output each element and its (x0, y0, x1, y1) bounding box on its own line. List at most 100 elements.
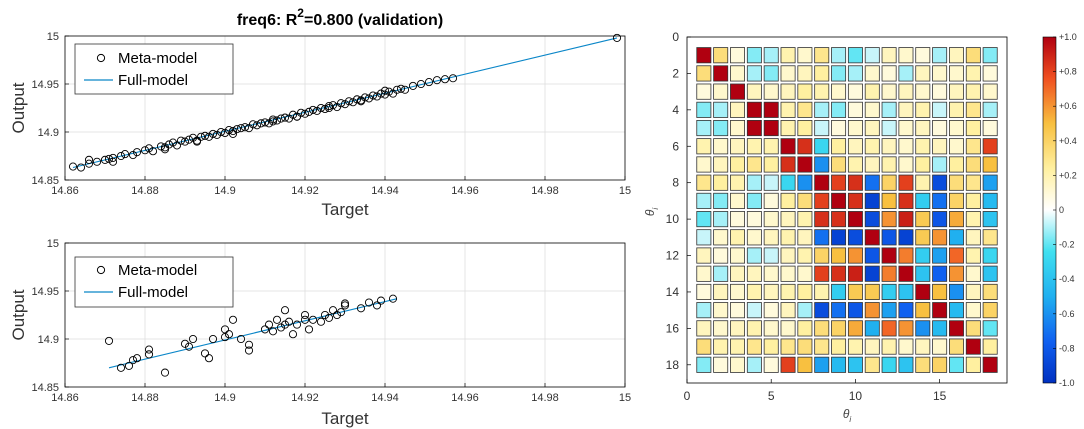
heatmap-cell (730, 192, 746, 209)
heatmap-cell (814, 156, 830, 173)
heatmap-cell (898, 83, 914, 100)
heatmap-cell (965, 120, 981, 137)
heatmap-cells (696, 47, 998, 373)
heatmap-cell (915, 320, 931, 337)
heatmap-cell (932, 138, 948, 155)
heatmap-cell (847, 101, 863, 118)
heatmap-cell (797, 174, 813, 191)
meta-model-point (240, 123, 250, 132)
meta-model-point (440, 75, 450, 84)
heatmap-cell (730, 302, 746, 319)
meta-model-point (344, 97, 354, 106)
colorbar-tick-label: +1.0 (1059, 32, 1077, 42)
meta-model-point (216, 127, 226, 137)
title-suffix: =0.800 (validation) (304, 12, 443, 29)
heatmap-cell (982, 101, 998, 118)
meta-model-point (208, 129, 218, 138)
meta-model-point (356, 97, 366, 106)
meta-model-point (140, 146, 150, 155)
heatmap-cell (814, 192, 830, 209)
meta-model-point (208, 334, 218, 344)
heatmap-cell (965, 211, 981, 228)
heatmap-cell (746, 338, 762, 355)
meta-model-point (280, 306, 290, 315)
meta-model-point (196, 132, 206, 141)
heatmap-cell (864, 156, 880, 173)
heatmap-cell (864, 65, 880, 82)
heatmap-cell (730, 338, 746, 355)
meta-model-points (68, 33, 622, 172)
heatmap-cell (965, 65, 981, 82)
heatmap-cell (949, 211, 964, 228)
heatmap-cell (696, 101, 712, 118)
meta-model-point (200, 349, 210, 358)
meta-model-point (160, 143, 170, 152)
colorbar-tick-label: -1.0 (1059, 378, 1075, 388)
heatmap-cell (746, 265, 762, 282)
colorbar-tick-label: +0.2 (1059, 170, 1077, 180)
colorbar-tick-label: -0.4 (1059, 274, 1075, 284)
meta-model-point (324, 103, 334, 113)
heatmap-cell (780, 338, 796, 355)
y-axis-label: Output (9, 82, 28, 133)
x-tick-label: 14.86 (51, 185, 79, 197)
meta-model-point (252, 121, 262, 130)
heatmap-cell (763, 338, 779, 355)
heatmap-cell (949, 83, 964, 100)
meta-model-point (160, 145, 170, 154)
heatmap-cell (780, 120, 796, 137)
meta-model-point (268, 327, 278, 336)
meta-model-point (364, 94, 374, 103)
heatmap-cell (831, 83, 847, 100)
heatmap-cell (730, 229, 746, 246)
heatmap-cell (847, 156, 863, 173)
heatmap-cell (847, 65, 863, 82)
heatmap-cell (831, 265, 847, 282)
heatmap-cell (847, 302, 863, 319)
heatmap-cell (746, 101, 762, 118)
heatmap-cell (696, 174, 712, 191)
heatmap-cell (982, 120, 998, 137)
heatmap-cell (780, 192, 796, 209)
heatmap-cell (965, 338, 981, 355)
heatmap-cell (949, 247, 964, 264)
meta-model-point (184, 135, 194, 144)
x-tick-label: 10 (849, 389, 863, 403)
heatmap-cell (763, 138, 779, 155)
heatmap-cell (881, 120, 897, 137)
heatmap-cell (746, 47, 762, 64)
heatmap-cell (982, 247, 998, 264)
heatmap-cell (898, 211, 914, 228)
heatmap-cell (746, 83, 762, 100)
heatmap-cell (814, 302, 830, 319)
heatmap-cell (881, 156, 897, 173)
heatmap-cell (932, 65, 948, 82)
heatmap-cell (797, 156, 813, 173)
heatmap-cell (881, 47, 897, 64)
heatmap-cell (763, 192, 779, 209)
heatmap-cell (965, 320, 981, 337)
x-tick-labels: 14.86 14.88 14.9 14.92 14.94 14.96 14.98 15 (51, 392, 631, 404)
meta-model-point (260, 325, 270, 334)
heatmap-cell (915, 192, 931, 209)
heatmap-cell (949, 320, 964, 337)
heatmap-cell (814, 338, 830, 355)
heatmap-cell (864, 229, 880, 246)
meta-model-point (76, 163, 86, 172)
meta-model-point (400, 85, 410, 94)
meta-model-point (308, 315, 318, 324)
heatmap-cell (730, 101, 746, 118)
heatmap-cell (696, 156, 712, 173)
heatmap-cell (814, 174, 830, 191)
heatmap-cell (713, 192, 729, 209)
heatmap-cell (797, 338, 813, 355)
meta-model-point (288, 110, 298, 119)
heatmap-cell (696, 211, 712, 228)
y-tick-labels: 0 2 4 6 8 10 12 14 16 18 (666, 30, 691, 372)
heatmap-cell (831, 283, 847, 300)
meta-model-point (336, 99, 346, 108)
heatmap-cell (831, 120, 847, 137)
heatmap-cell (965, 174, 981, 191)
x-tick-label: 14.98 (531, 185, 559, 197)
meta-model-point (144, 144, 154, 153)
